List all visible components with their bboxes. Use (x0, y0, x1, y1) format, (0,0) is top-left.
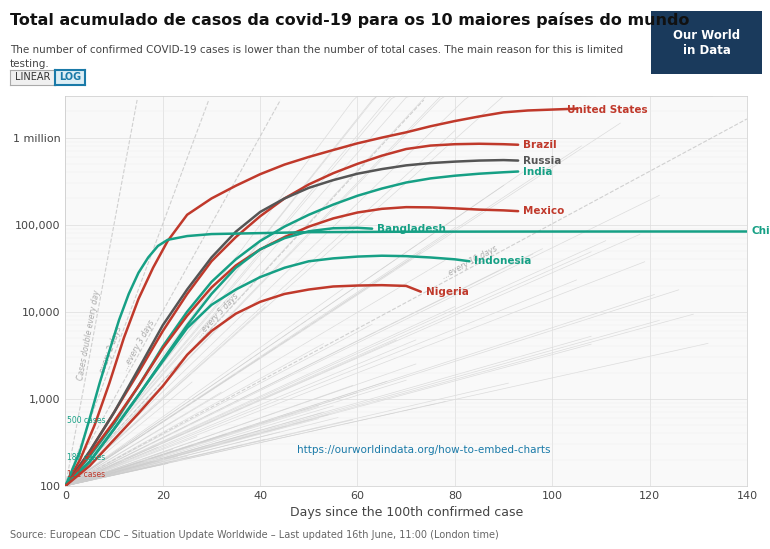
Text: United States: United States (567, 104, 648, 115)
Text: ...every 2 days: ...every 2 days (96, 325, 124, 381)
Text: LINEAR: LINEAR (15, 72, 50, 82)
Text: Russia: Russia (523, 155, 561, 166)
Text: Total acumulado de casos da covid-19 para os 10 maiores países do mundo: Total acumulado de casos da covid-19 par… (10, 12, 689, 28)
Text: Brazil: Brazil (523, 140, 557, 150)
Text: 121 cases: 121 cases (67, 469, 105, 479)
Text: The number of confirmed COVID-19 cases is lower than the number of total cases. : The number of confirmed COVID-19 cases i… (10, 45, 623, 55)
Text: LOG: LOG (59, 72, 81, 82)
X-axis label: Days since the 100th confirmed case: Days since the 100th confirmed case (290, 506, 523, 519)
Text: Bangladesh: Bangladesh (377, 223, 446, 234)
Text: ...every 10 days: ...every 10 days (441, 244, 499, 282)
Text: ...every 3 days: ...every 3 days (121, 318, 156, 372)
Text: Indonesia: Indonesia (474, 256, 532, 266)
Text: 187 cases: 187 cases (67, 453, 105, 462)
Text: 500 cases: 500 cases (67, 416, 105, 425)
Text: ...every 5 days: ...every 5 days (195, 292, 240, 339)
Text: China: China (752, 227, 770, 237)
Text: Nigeria: Nigeria (426, 287, 468, 296)
Text: https://ourworldindata.org/how-to-embed-charts: https://ourworldindata.org/how-to-embed-… (296, 445, 551, 455)
Text: Mexico: Mexico (523, 206, 564, 216)
Text: Cases double every day: Cases double every day (76, 289, 102, 381)
Text: testing.: testing. (10, 59, 50, 69)
Text: Our World
in Data: Our World in Data (673, 29, 740, 57)
Text: India: India (523, 166, 553, 177)
Text: Source: European CDC – Situation Update Worldwide – Last updated 16th June, 11:0: Source: European CDC – Situation Update … (10, 530, 499, 540)
